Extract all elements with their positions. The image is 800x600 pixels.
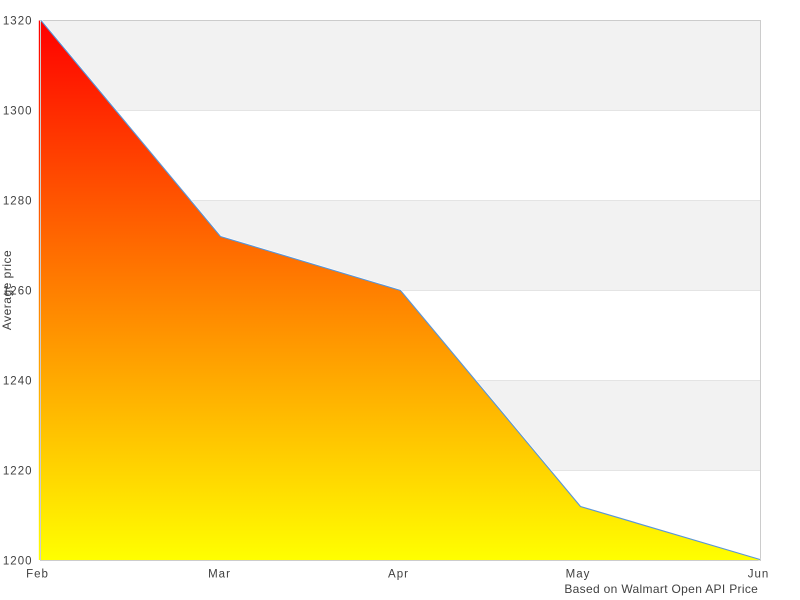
svg-text:Apr: Apr [388,569,409,581]
svg-text:1200: 1200 [3,555,33,567]
svg-text:May: May [566,569,591,581]
svg-text:1320: 1320 [3,15,33,27]
svg-text:Feb: Feb [26,569,49,581]
svg-text:1260: 1260 [3,285,33,297]
svg-text:Average price: Average price [0,250,14,330]
svg-text:1240: 1240 [3,375,33,387]
svg-text:1280: 1280 [3,195,33,207]
svg-text:Mar: Mar [208,569,231,581]
svg-text:Based on Walmart Open API Pric: Based on Walmart Open API Price [564,582,758,596]
svg-text:1300: 1300 [3,105,33,117]
svg-text:Jun: Jun [748,569,770,581]
svg-text:1220: 1220 [3,465,33,477]
